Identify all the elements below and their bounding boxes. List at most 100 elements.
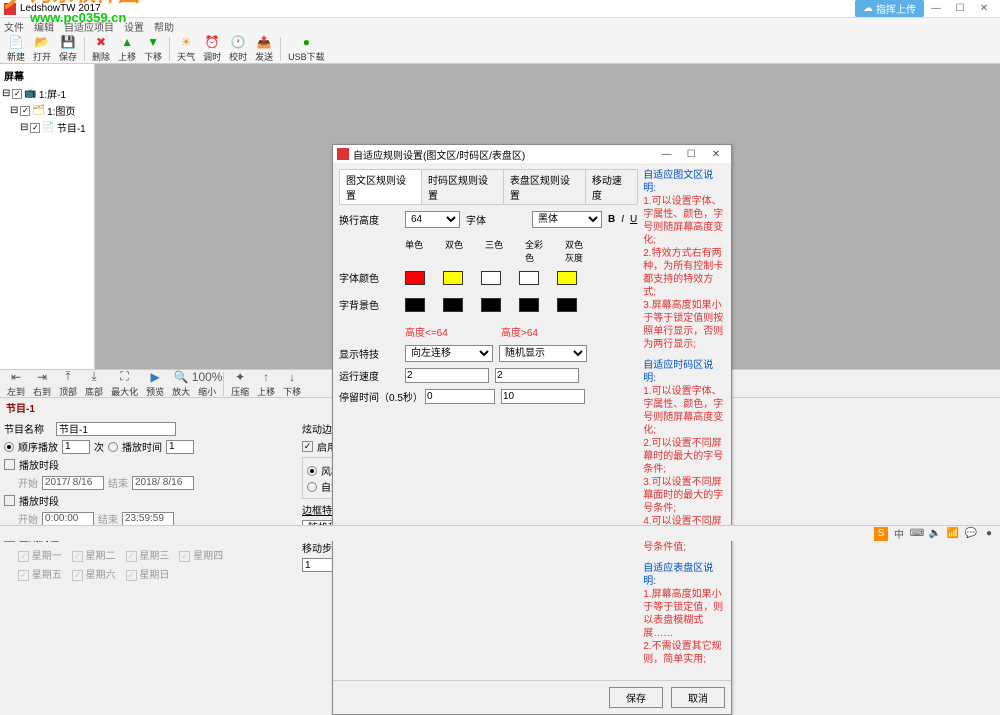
menu-item[interactable]: 设置 <box>124 19 144 34</box>
dialog-maximize[interactable]: ☐ <box>680 149 702 160</box>
status-icon[interactable]: 💬 <box>964 527 978 541</box>
toolbar-右到[interactable]: ⇥右到 <box>30 370 54 398</box>
fontcolor-swatch[interactable] <box>443 271 463 285</box>
week-item[interactable]: ✓ 星期一 <box>18 547 62 562</box>
menu-item[interactable]: 帮助 <box>154 19 174 34</box>
week-item[interactable]: ✓ 星期六 <box>72 566 116 581</box>
toolbar-缩小[interactable]: 100%缩小 <box>195 370 219 398</box>
effect-label: 显示特技 <box>339 346 399 361</box>
toolbar-上移[interactable]: ↑上移 <box>254 370 278 398</box>
upload-button[interactable]: ☁指挥上传 <box>855 0 924 17</box>
maximize-button[interactable]: ☐ <box>948 3 972 14</box>
effect1-select[interactable]: 向左连移 <box>405 345 493 362</box>
seq-count[interactable] <box>62 440 90 454</box>
toolbar-USB下载[interactable]: ●USB下载 <box>285 35 328 63</box>
italic-button[interactable]: I <box>621 214 624 225</box>
menu-item[interactable]: 文件 <box>4 19 24 34</box>
status-icon[interactable]: S <box>874 527 888 541</box>
dialog-tab[interactable]: 表盘区规则设置 <box>503 169 586 204</box>
status-icon[interactable]: ⌨ <box>910 527 924 541</box>
toolbar-新建[interactable]: 📄新建 <box>4 35 28 63</box>
seq-radio[interactable] <box>4 442 14 452</box>
cancel-button[interactable]: 取消 <box>671 687 725 708</box>
week-item[interactable]: ✓ 星期二 <box>72 547 116 562</box>
menu-item[interactable]: 编辑 <box>34 19 54 34</box>
week-item[interactable]: ✓ 星期五 <box>18 566 62 581</box>
status-icon[interactable]: ● <box>982 527 996 541</box>
toolbar-校时[interactable]: 🕐校时 <box>226 35 250 63</box>
speed2-input[interactable] <box>495 368 579 383</box>
lineheight-label: 换行高度 <box>339 212 399 227</box>
toolbar-天气[interactable]: ☀天气 <box>174 35 198 63</box>
status-icon[interactable]: 📶 <box>946 527 960 541</box>
tree-item[interactable]: ⊟✓🗂1:图页 <box>2 102 92 119</box>
toolbar-上移[interactable]: ▲上移 <box>115 35 139 63</box>
tree-item[interactable]: ⊟✓📄节目-1 <box>2 119 92 136</box>
week-item[interactable]: ✓ 星期三 <box>126 547 170 562</box>
time-start[interactable] <box>42 512 94 526</box>
toolbar-下移[interactable]: ↓下移 <box>280 370 304 398</box>
toolbar-删除[interactable]: ✖删除 <box>89 35 113 63</box>
week-item[interactable]: ✓ 星期日 <box>126 566 170 581</box>
app-title: LedshowTW 2017 <box>20 3 855 14</box>
tree-header: 屏幕 <box>2 66 92 85</box>
dialog-tab[interactable]: 移动速度 <box>585 169 638 204</box>
fontcolor-swatch[interactable] <box>481 271 501 285</box>
toolbar-下移[interactable]: ▼下移 <box>141 35 165 63</box>
playtime-radio[interactable] <box>108 442 118 452</box>
dialog-tab[interactable]: 图文区规则设置 <box>339 169 422 204</box>
stay2-input[interactable] <box>501 389 585 404</box>
dialog-close[interactable]: ✕ <box>705 149 727 160</box>
stay1-input[interactable] <box>425 389 495 404</box>
status-icon[interactable]: 中 <box>892 527 906 541</box>
tree-item[interactable]: ⊟✓📺1:屏-1 <box>2 85 92 102</box>
toolbar-打开[interactable]: 📂打开 <box>30 35 54 63</box>
dialog-title: 自适应规则设置(图文区/时码区/表盘区) <box>353 147 655 162</box>
toolbar-最大化[interactable]: ⛶最大化 <box>108 370 141 398</box>
fx-custom-radio[interactable] <box>307 482 317 492</box>
hsplit-2: 高度>64 <box>501 324 538 339</box>
close-button[interactable]: ✕ <box>972 3 996 14</box>
bgcolor-swatch[interactable] <box>443 298 463 312</box>
fontcolor-swatch[interactable] <box>519 271 539 285</box>
daterange-check[interactable] <box>4 459 15 470</box>
fontcolor-swatch[interactable] <box>557 271 577 285</box>
bold-button[interactable]: B <box>608 214 615 225</box>
effect2-select[interactable]: 随机显示 <box>499 345 587 362</box>
date-end[interactable] <box>132 476 194 490</box>
toolbar-发送[interactable]: 📤发送 <box>252 35 276 63</box>
playtime-input[interactable] <box>166 440 194 454</box>
font-select[interactable]: 黑体 <box>532 211 602 228</box>
date-start[interactable] <box>42 476 104 490</box>
fx-enable-check[interactable]: ✓ <box>302 441 313 452</box>
save-button[interactable]: 保存 <box>609 687 663 708</box>
time-end[interactable] <box>122 512 174 526</box>
dialog-minimize[interactable]: — <box>655 149 677 160</box>
bgcolor-swatch[interactable] <box>557 298 577 312</box>
bgcolor-swatch[interactable] <box>519 298 539 312</box>
toolbar-底部[interactable]: ⤓底部 <box>82 370 106 398</box>
fontcolor-swatch[interactable] <box>405 271 425 285</box>
dialog-tab[interactable]: 时码区规则设置 <box>421 169 504 204</box>
toolbar-预览[interactable]: ▶预览 <box>143 370 167 398</box>
canvas-area[interactable]: 自适应规则设置(图文区/时码区/表盘区) — ☐ ✕ 图文区规则设置时码区规则设… <box>95 64 1000 369</box>
lineheight-select[interactable]: 64 <box>405 211 460 228</box>
status-icon[interactable]: 🔈 <box>928 527 942 541</box>
timerange-check[interactable] <box>4 495 15 506</box>
toolbar-顶部[interactable]: ⤒顶部 <box>56 370 80 398</box>
minimize-button[interactable]: — <box>924 3 948 14</box>
week-item[interactable]: ✓ 星期四 <box>179 547 223 562</box>
toolbar-压缩[interactable]: ✦压缩 <box>228 370 252 398</box>
speed1-input[interactable] <box>405 368 489 383</box>
bgcolor-swatch[interactable] <box>405 298 425 312</box>
toolbar-保存[interactable]: 💾保存 <box>56 35 80 63</box>
progname-input[interactable] <box>56 422 176 436</box>
toolbar-调时[interactable]: ⏰调时 <box>200 35 224 63</box>
menu-item[interactable]: 自适应项目 <box>64 19 114 34</box>
toolbar-放大[interactable]: 🔍放大 <box>169 370 193 398</box>
toolbar-左到[interactable]: ⇤左到 <box>4 370 28 398</box>
bgcolor-swatch[interactable] <box>481 298 501 312</box>
fontcolor-label: 字体颜色 <box>339 270 399 285</box>
underline-button[interactable]: U <box>630 214 637 225</box>
fx-style-radio[interactable] <box>307 466 317 476</box>
